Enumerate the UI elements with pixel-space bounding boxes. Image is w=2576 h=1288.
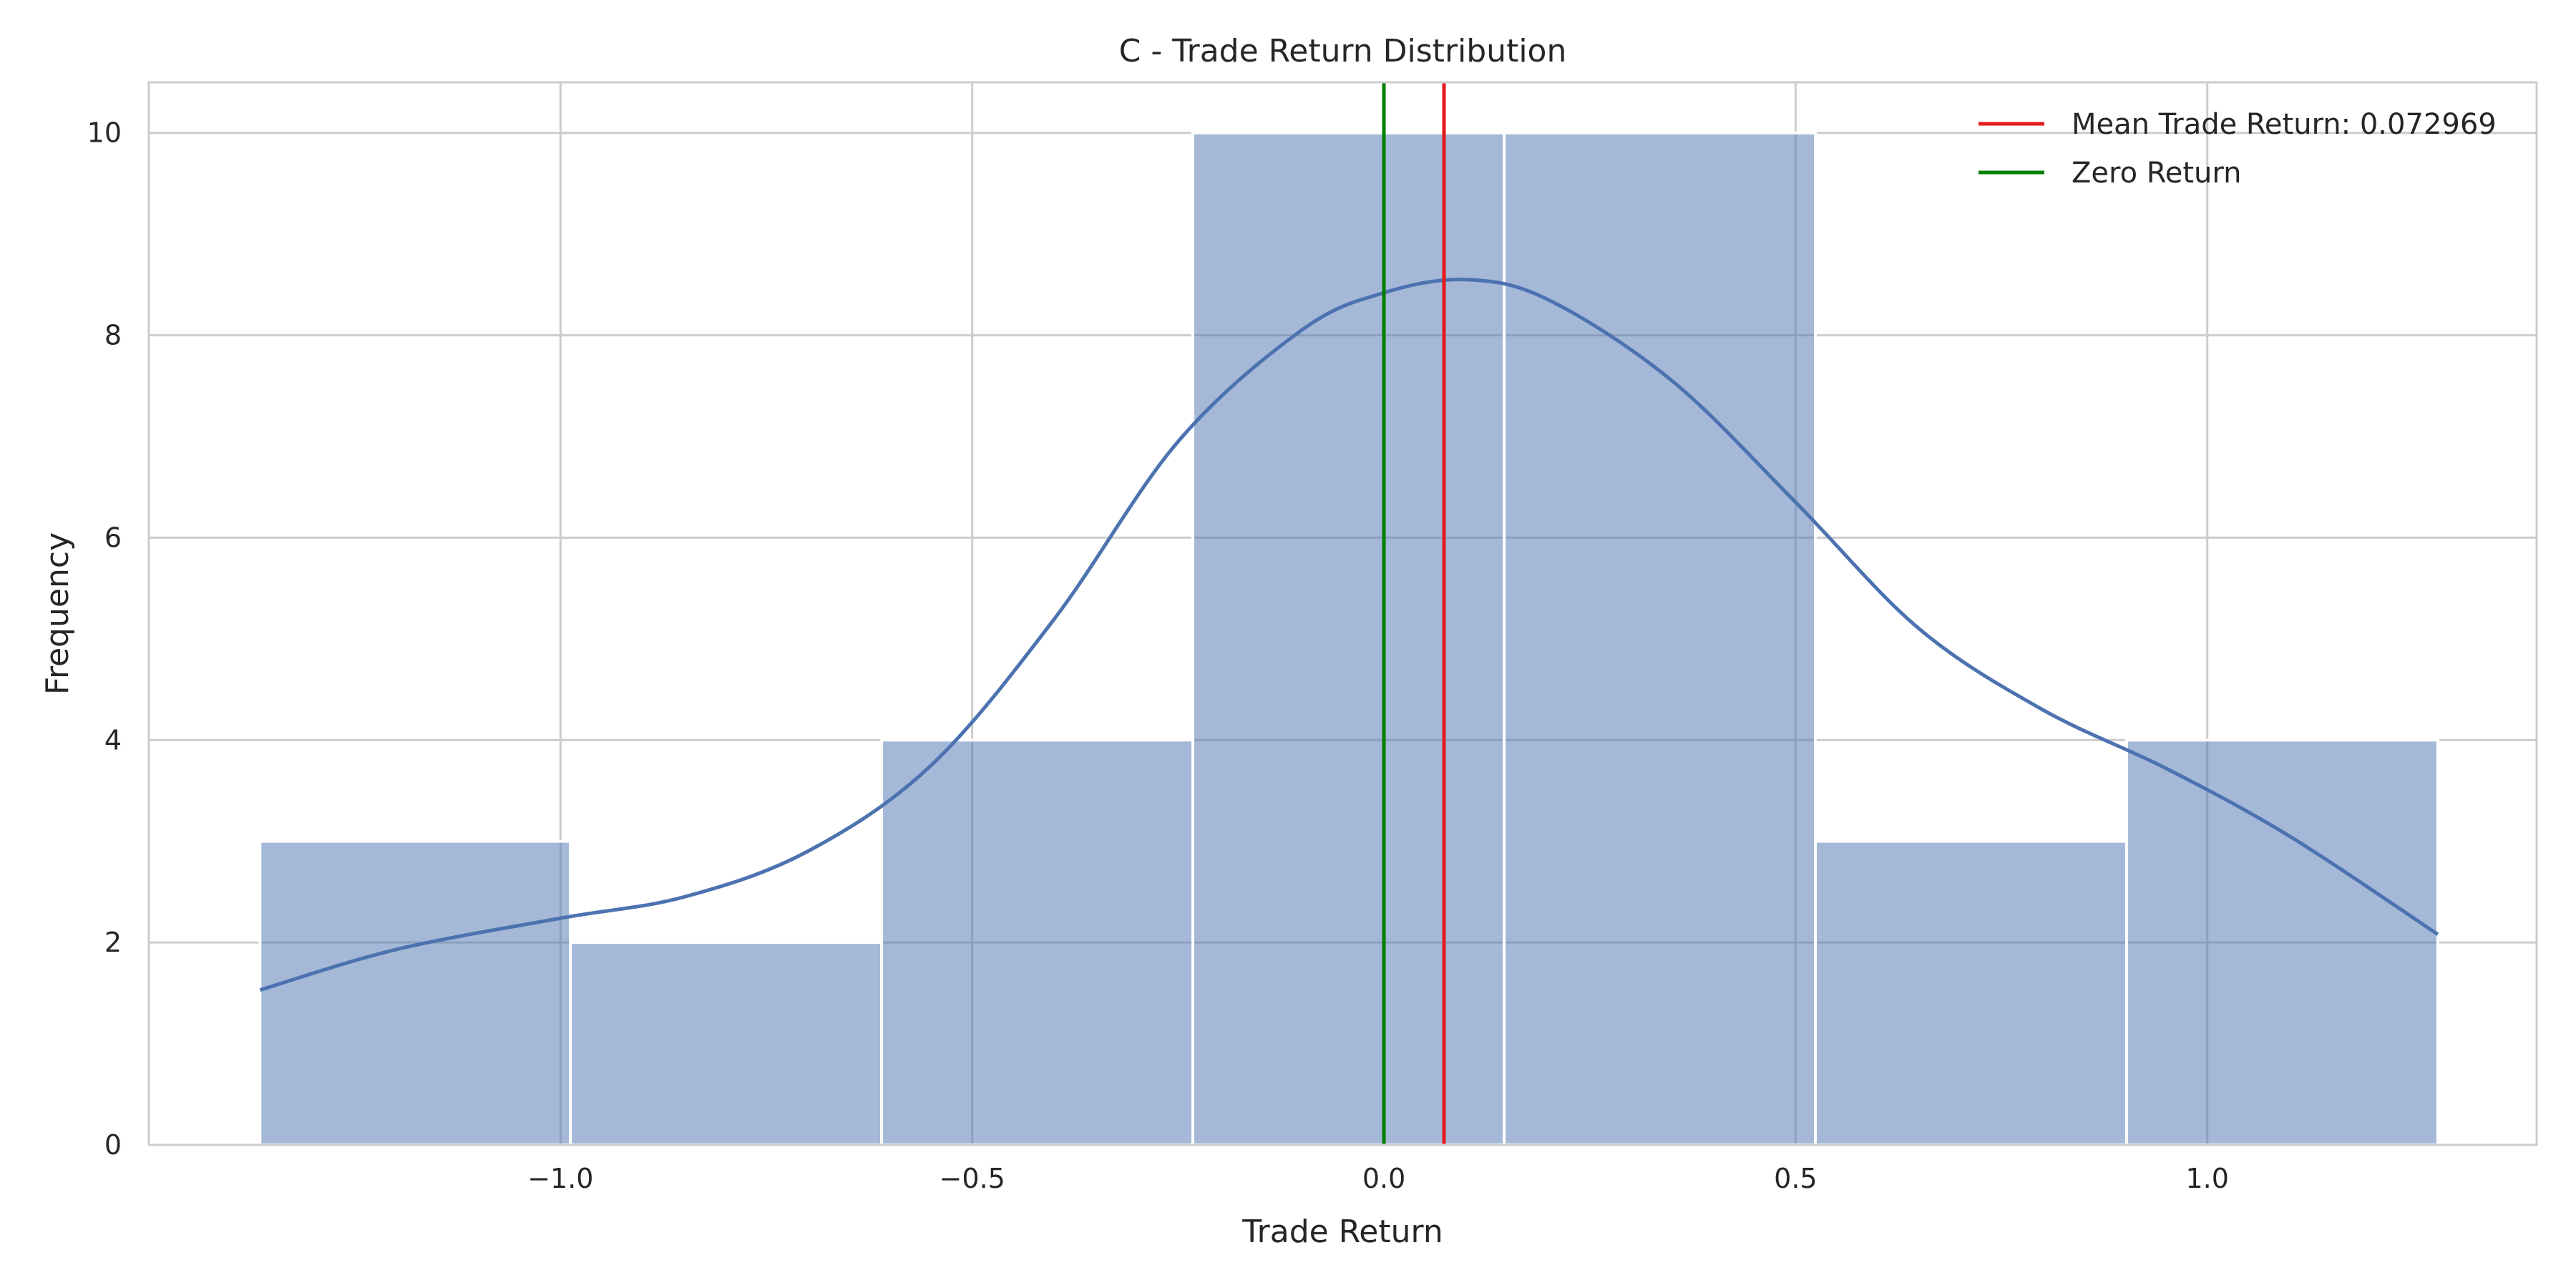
legend-label: Zero Return: [2072, 157, 2242, 190]
x-tick-labels: −1.0 −0.5 0.0 0.5 1.0: [527, 1163, 2229, 1194]
y-tick-label: 8: [104, 320, 122, 351]
legend: Mean Trade Return: 0.072969 Zero Return: [1979, 108, 2497, 190]
x-tick-label: 1.0: [2186, 1163, 2229, 1194]
chart-title: C - Trade Return Distribution: [1119, 33, 1567, 69]
x-tick-label: −1.0: [527, 1163, 593, 1194]
histogram-bar: [1503, 131, 1817, 1147]
kde-curve-group: [259, 278, 2439, 992]
plot-frame: [147, 81, 2538, 1146]
histogram-bar: [569, 941, 884, 1146]
reference-lines: [1382, 82, 1446, 1145]
histogram-bars: [258, 131, 2439, 1147]
kde-curve: [259, 278, 2439, 992]
y-tick-labels: 0 2 4 6 8 10: [87, 117, 122, 1161]
histogram-bar: [880, 738, 1195, 1147]
y-tick-label: 4: [104, 724, 122, 756]
y-tick-label: 2: [104, 927, 122, 958]
histogram-bar: [2124, 738, 2439, 1147]
histogram-bar: [1191, 131, 1506, 1147]
x-tick-label: 0.0: [1362, 1163, 1405, 1194]
y-tick-label: 0: [104, 1129, 122, 1161]
y-tick-label: 10: [87, 117, 122, 149]
histogram-bar: [1813, 839, 2128, 1146]
y-tick-label: 6: [104, 522, 122, 553]
legend-label: Mean Trade Return: 0.072969: [2072, 108, 2497, 141]
x-tick-label: −0.5: [940, 1163, 1005, 1194]
histogram-bar: [258, 839, 572, 1146]
y-axis-label: Frequency: [39, 532, 76, 695]
x-axis-label: Trade Return: [1241, 1214, 1443, 1250]
x-tick-label: 0.5: [1774, 1163, 1817, 1194]
